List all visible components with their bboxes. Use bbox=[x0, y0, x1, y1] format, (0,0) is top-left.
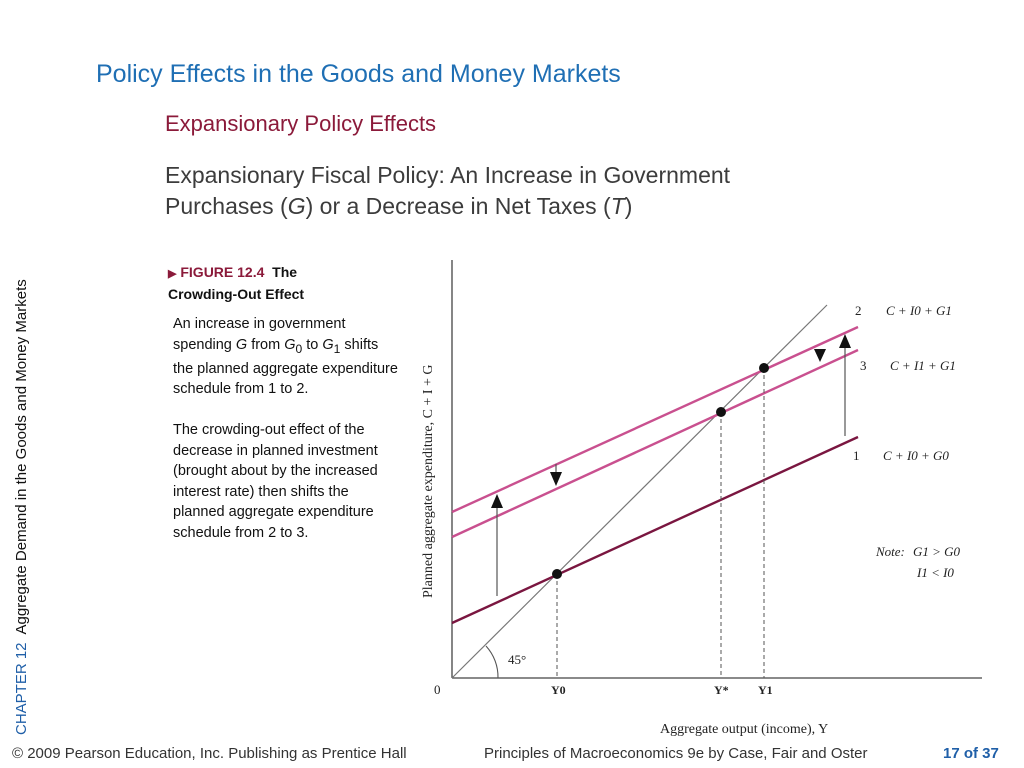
heading-line1: Expansionary Fiscal Policy: An Increase … bbox=[165, 162, 731, 188]
heading-text: ) bbox=[624, 193, 633, 219]
footer-page-number: 17 of 37 bbox=[943, 745, 999, 762]
x-axis-label: Aggregate output (income), Y bbox=[660, 722, 828, 737]
note-line-1: G1 > G0 bbox=[913, 544, 961, 559]
note-prefix: Note: bbox=[875, 544, 905, 559]
origin-label: 0 bbox=[434, 682, 441, 697]
caption-text: An increase in government spending bbox=[173, 316, 346, 353]
x-tick-ystar: Y* bbox=[714, 683, 729, 697]
heading-text: ) or a Decrease in Net Taxes ( bbox=[305, 193, 611, 219]
equilibrium-point-y0 bbox=[552, 569, 562, 579]
x-tick-y0: Y0 bbox=[551, 683, 566, 697]
x-tick-y1: Y1 bbox=[758, 683, 773, 697]
forty-five-degree-arc bbox=[485, 645, 499, 679]
caption-symbol: G bbox=[322, 336, 334, 353]
caption-subscript: 1 bbox=[333, 341, 341, 356]
ae-line-2 bbox=[451, 325, 859, 514]
ae-line-3 bbox=[451, 348, 859, 539]
section-heading: Expansionary Fiscal Policy: An Increase … bbox=[165, 160, 815, 222]
slide-title: Policy Effects in the Goods and Money Ma… bbox=[96, 60, 621, 88]
line-label-2: C + I0 + G1 bbox=[886, 303, 952, 318]
figure-title: The Crowding-Out Effect bbox=[168, 264, 305, 302]
caption-text: from bbox=[247, 336, 285, 353]
y-axis-label: Planned aggregate expenditure, C + I + G bbox=[421, 365, 436, 599]
heading-symbol-g: G bbox=[287, 193, 306, 219]
figure-heading: ▶ FIGURE 12.4 The Crowding-Out Effect bbox=[168, 262, 368, 304]
caption-text: shifts the planned aggregate expenditure… bbox=[173, 336, 398, 398]
ae-line-1 bbox=[451, 435, 859, 625]
equilibrium-point-y1 bbox=[759, 363, 769, 373]
caption-symbol: G bbox=[284, 336, 296, 353]
figure-caption-2: The crowding-out effect of the decrease … bbox=[173, 422, 378, 541]
caption-subscript: 0 bbox=[295, 341, 303, 356]
slide-subtitle: Expansionary Policy Effects bbox=[165, 111, 437, 136]
triangle-icon: ▶ bbox=[168, 268, 177, 280]
caption-symbol: G bbox=[235, 336, 248, 353]
figure-number: FIGURE 12.4 bbox=[180, 264, 265, 280]
heading-symbol-t: T bbox=[610, 193, 625, 219]
up-arrow-icon bbox=[491, 494, 503, 508]
line-number-3: 3 bbox=[860, 358, 867, 373]
down-arrow-icon bbox=[550, 472, 562, 486]
line-number-2: 2 bbox=[855, 303, 862, 318]
equilibrium-point-ystar bbox=[716, 407, 726, 417]
footer-copyright: © 2009 Pearson Education, Inc. Publishin… bbox=[12, 745, 407, 762]
note-line-2: I1 < I0 bbox=[916, 565, 954, 580]
angle-label: 45° bbox=[508, 652, 526, 667]
heading-text: Purchases ( bbox=[165, 193, 288, 219]
footer-book: Principles of Macroeconomics 9e by Case,… bbox=[484, 745, 868, 762]
caption-text: to bbox=[302, 336, 323, 353]
down-arrow-icon bbox=[814, 349, 826, 362]
figure-caption-1: An increase in government spending G fro… bbox=[173, 314, 401, 400]
line-label-3: C + I1 + G1 bbox=[890, 358, 956, 373]
up-arrow-icon bbox=[839, 334, 851, 348]
line-number-1: 1 bbox=[853, 448, 860, 463]
line-label-1: C + I0 + G0 bbox=[883, 448, 949, 463]
forty-five-degree-line bbox=[451, 304, 828, 679]
